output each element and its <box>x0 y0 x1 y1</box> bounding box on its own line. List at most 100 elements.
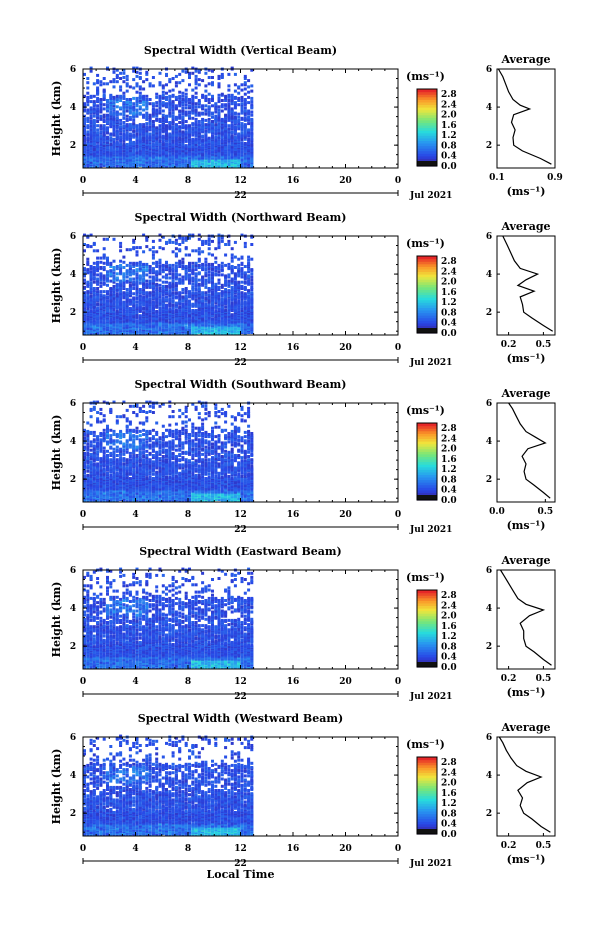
heatmap-cell <box>168 111 172 115</box>
colorbar-segment <box>417 130 437 134</box>
heatmap-cell <box>174 84 178 88</box>
heatmap-cell <box>86 136 90 140</box>
heatmap-cell <box>181 102 185 106</box>
heatmap-cell <box>188 160 191 164</box>
heatmap-cell <box>227 88 231 92</box>
heatmap-cell <box>158 238 162 242</box>
colorbar-unit: (ms⁻¹) <box>406 70 445 83</box>
heatmap-cell <box>184 138 188 142</box>
heatmap-cell <box>109 269 113 273</box>
heatmap-cell <box>92 276 96 280</box>
heatmap-cell <box>214 282 218 286</box>
heatmap-cell <box>188 71 191 75</box>
heatmap-cell <box>247 134 251 138</box>
heatmap-cell <box>142 125 146 129</box>
heatmap-cell <box>138 87 142 91</box>
heatmap-cell <box>112 296 116 300</box>
heatmap-cell <box>145 131 149 135</box>
heatmap-cell <box>197 263 201 267</box>
heatmap-cell <box>148 159 152 163</box>
heatmap-cell <box>83 94 86 98</box>
heatmap-cell <box>217 281 221 285</box>
heatmap-cell <box>165 102 168 106</box>
heatmap-cell <box>83 274 86 278</box>
heatmap-cell <box>161 268 165 272</box>
heatmap-cell <box>155 290 159 294</box>
heatmap-cell <box>148 143 152 146</box>
heatmap-cell <box>96 306 100 310</box>
heatmap-cell <box>217 270 221 274</box>
heatmap-cell <box>135 276 139 280</box>
heatmap-cell <box>165 95 168 99</box>
heatmap-cell <box>250 131 254 135</box>
heatmap-cell <box>86 132 90 136</box>
heatmap-cell <box>233 266 237 269</box>
heatmap-cell <box>178 100 182 104</box>
heatmap-cell <box>230 123 234 127</box>
heatmap-cell <box>178 94 182 98</box>
heatmap-cell <box>240 102 244 106</box>
heatmap-cell <box>122 91 126 95</box>
heatmap-cell <box>99 290 103 294</box>
heatmap-cell <box>145 297 149 301</box>
heatmap-cell <box>224 118 228 122</box>
heatmap-cell <box>201 262 205 266</box>
heatmap-cell <box>145 78 149 82</box>
heatmap-cell <box>155 101 159 105</box>
heatmap-cell <box>92 272 96 276</box>
heatmap-cell <box>158 81 162 85</box>
heatmap-cell <box>83 125 86 129</box>
heatmap-cell <box>138 76 142 79</box>
heatmap-cell <box>168 105 172 109</box>
heatmap-cell <box>191 291 195 295</box>
heatmap-cell <box>151 284 155 288</box>
heatmap-cell <box>197 143 201 146</box>
heatmap-cell <box>194 121 198 124</box>
heatmap-cell <box>89 310 93 313</box>
heatmap-cell <box>158 283 162 287</box>
heatmap-cell <box>92 114 96 118</box>
heatmap-cell <box>230 95 234 99</box>
heatmap-cell <box>106 306 109 310</box>
heatmap-cell <box>171 117 175 121</box>
heatmap-cell <box>227 134 231 138</box>
heatmap-cell <box>158 117 162 121</box>
heatmap-cell <box>204 296 208 300</box>
heatmap-cell <box>207 247 211 251</box>
heatmap-cell <box>197 113 201 117</box>
heatmap-cell <box>148 115 152 119</box>
heatmap-cell <box>230 112 234 116</box>
heatmap-cell <box>102 126 106 130</box>
heatmap-cell <box>237 124 241 128</box>
heatmap-cell <box>122 156 126 160</box>
heatmap-cell <box>161 139 165 143</box>
panel-1: Spectral Width (Northward Beam)0 4 8 12 16 20… <box>50 211 556 368</box>
heatmap-cell <box>178 277 182 281</box>
heatmap-cell <box>188 83 191 87</box>
heatmap-cell <box>181 265 185 268</box>
heatmap-cell <box>86 142 90 145</box>
heatmap-cell <box>250 103 254 107</box>
heatmap-cell <box>155 126 159 130</box>
heatmap-cell <box>122 312 126 316</box>
heatmap-cell <box>178 259 182 263</box>
heatmap-cell <box>220 103 224 107</box>
heatmap-cell <box>227 124 231 128</box>
heatmap-cell <box>174 127 178 131</box>
heatmap-cell <box>211 96 214 100</box>
heatmap-cell <box>112 101 116 105</box>
heatmap-cell <box>86 295 90 299</box>
heatmap-cell <box>227 93 231 97</box>
heatmap-cell <box>233 280 237 284</box>
heatmap-cell <box>217 278 221 282</box>
heatmap-cell <box>135 289 139 293</box>
heatmap-cell <box>112 266 116 269</box>
heatmap-cell <box>138 134 142 138</box>
heatmap-cell <box>109 318 113 322</box>
heatmap-cell <box>86 103 90 107</box>
heatmap-cell <box>96 124 100 128</box>
heatmap-cell <box>250 89 254 93</box>
heatmap-cell <box>220 273 224 277</box>
heatmap-cell <box>96 277 100 281</box>
heatmap-cell <box>214 260 218 264</box>
